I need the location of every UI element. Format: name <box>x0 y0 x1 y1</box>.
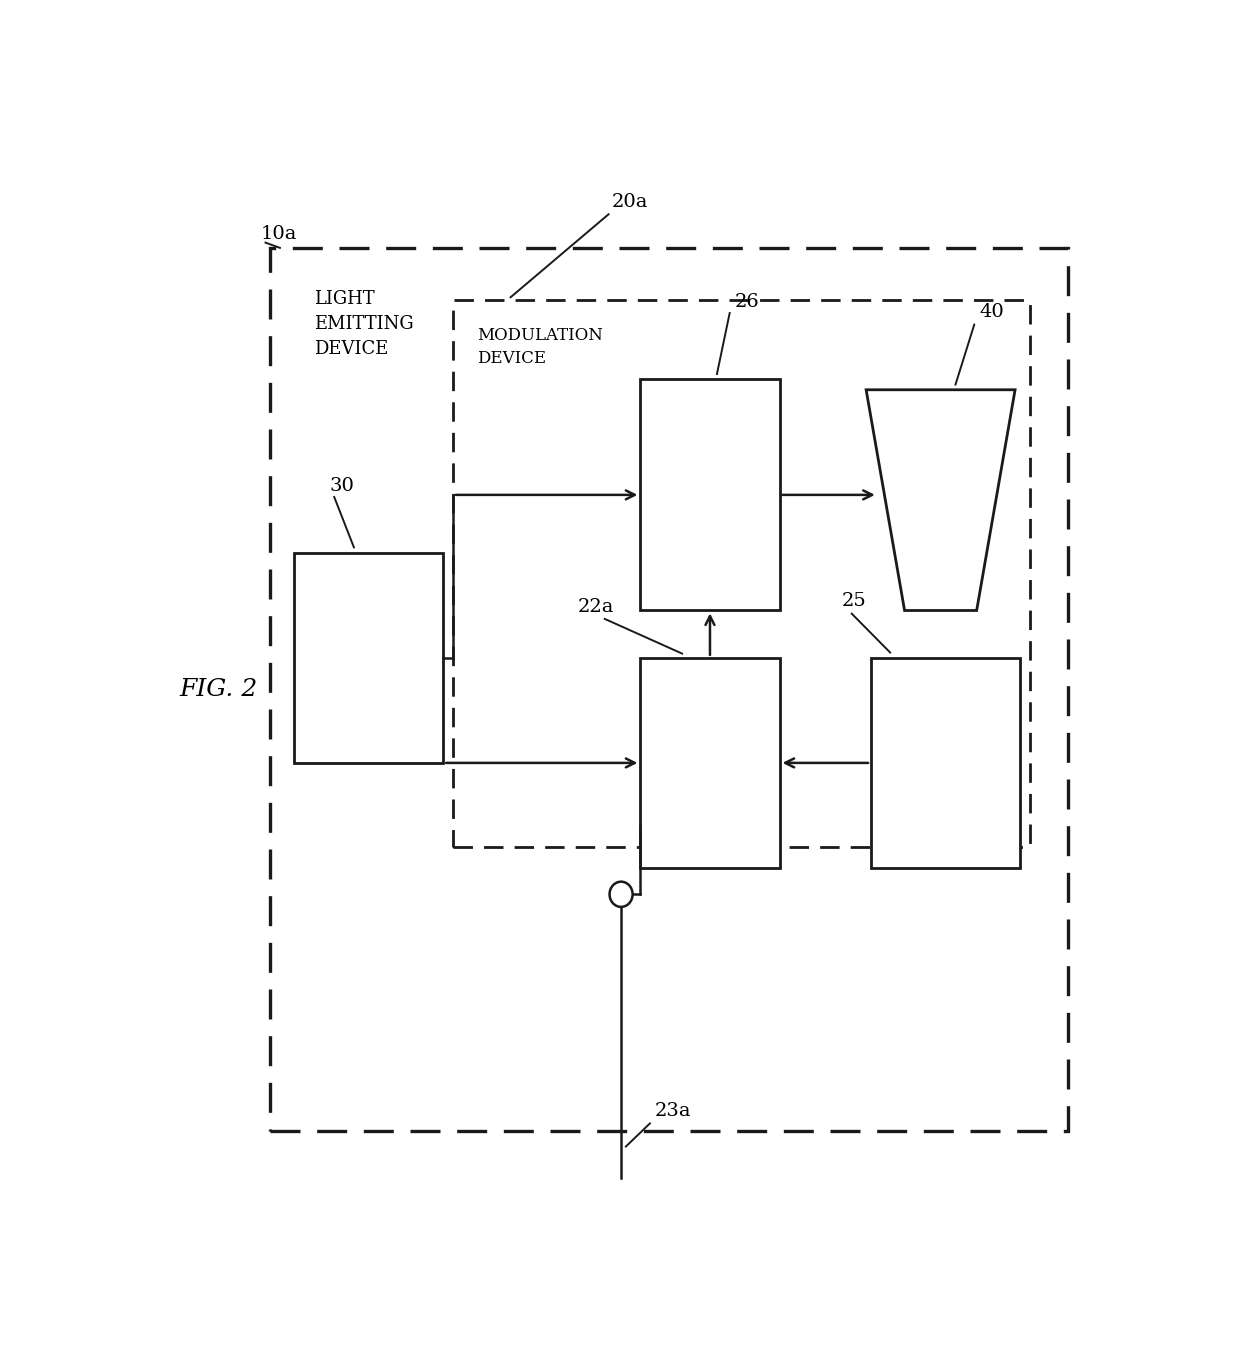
Text: LIGHT
EMITTING
DEVICE: LIGHT EMITTING DEVICE <box>314 289 413 358</box>
Bar <box>640 379 780 610</box>
Circle shape <box>610 882 632 906</box>
Bar <box>270 248 1068 1130</box>
Text: CONTROLLER: CONTROLLER <box>702 700 718 826</box>
Text: 23a: 23a <box>655 1103 691 1121</box>
Text: POWER
SUPPLY: POWER SUPPLY <box>331 636 405 680</box>
Text: MODULATION
DEVICE: MODULATION DEVICE <box>477 326 603 367</box>
Text: LIGHT
SOURCE: LIGHT SOURCE <box>903 480 978 520</box>
Text: MODULATOR: MODULATOR <box>702 437 718 553</box>
Text: STORAGE: STORAGE <box>899 753 992 771</box>
Bar <box>640 658 780 868</box>
Text: 10a: 10a <box>260 225 298 243</box>
Bar <box>870 658 1021 868</box>
Polygon shape <box>866 390 1016 610</box>
Bar <box>453 300 1029 846</box>
Text: 25: 25 <box>842 592 867 610</box>
Text: 26: 26 <box>734 293 759 311</box>
Text: 22a: 22a <box>578 598 614 616</box>
Text: FIG. 2: FIG. 2 <box>179 678 257 700</box>
Text: 20a: 20a <box>611 192 647 212</box>
Text: 40: 40 <box>980 303 1004 322</box>
Text: 30: 30 <box>330 476 355 495</box>
Bar <box>294 553 444 763</box>
